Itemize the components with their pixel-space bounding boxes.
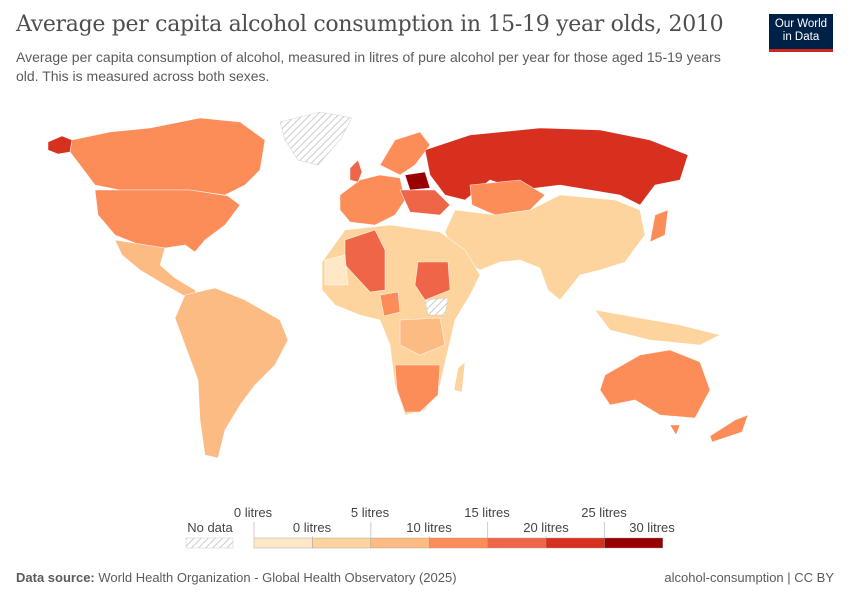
- world-map[interactable]: [0, 100, 850, 470]
- legend-tick-5: 5 litres: [350, 505, 390, 520]
- legend-tick-25: 25 litres: [581, 505, 627, 520]
- region-se-asia-islands[interactable]: [594, 309, 721, 346]
- legend-no-data-swatch[interactable]: [185, 537, 234, 549]
- subtitle: Average per capita consumption of alcoho…: [16, 49, 721, 84]
- country-greenland[interactable]: [279, 111, 353, 166]
- legend-tick-0-top: 0 litres: [233, 505, 273, 520]
- country-madagascar[interactable]: [453, 361, 466, 393]
- region-south-america[interactable]: [174, 287, 289, 459]
- legend-tick-30: 30 litres: [629, 520, 675, 535]
- country-alaska[interactable]: [47, 135, 73, 155]
- region-southern-africa[interactable]: [394, 364, 441, 413]
- legend-bin-4[interactable]: [487, 537, 547, 549]
- country-western-sahara[interactable]: [324, 254, 349, 286]
- source-link[interactable]: World Health Organization - Global Healt…: [98, 570, 457, 585]
- legend-bin-3[interactable]: [429, 537, 488, 549]
- country-canada[interactable]: [69, 117, 266, 196]
- legend-tick-10: 10 litres: [406, 520, 452, 535]
- region-central-africa[interactable]: [399, 317, 446, 356]
- legend-bin-0[interactable]: [253, 537, 313, 549]
- country-nigeria[interactable]: [379, 291, 401, 317]
- country-japan[interactable]: [649, 209, 669, 243]
- license[interactable]: alcohol-consumption | CC BY: [664, 570, 834, 585]
- legend-bin-6[interactable]: [604, 537, 664, 549]
- country-russia[interactable]: [424, 127, 689, 206]
- region-asia[interactable]: [444, 194, 646, 301]
- country-tasmania[interactable]: [669, 424, 681, 436]
- owid-logo[interactable]: Our World in Data: [769, 14, 833, 52]
- legend-no-data-label: No data: [187, 520, 233, 535]
- country-south-sudan-nodata[interactable]: [424, 297, 449, 316]
- legend-bin-1[interactable]: [312, 537, 371, 549]
- country-sudan[interactable]: [414, 261, 451, 301]
- source-label: Data source:: [16, 570, 95, 585]
- country-uk[interactable]: [349, 159, 363, 183]
- region-western-europe[interactable]: [339, 174, 406, 226]
- legend-tick-15: 15 litres: [464, 505, 510, 520]
- legend: No data 0 litres 5 litres 15 litres 25 l…: [0, 470, 850, 550]
- country-new-zealand[interactable]: [709, 414, 749, 443]
- legend-bin-2[interactable]: [370, 537, 430, 549]
- legend-bin-5[interactable]: [545, 537, 605, 549]
- legend-tick-0-bottom: 0 litres: [292, 520, 332, 535]
- country-belarus[interactable]: [404, 171, 431, 191]
- country-australia[interactable]: [599, 349, 711, 419]
- region-scandinavia[interactable]: [379, 131, 431, 176]
- region-eastern-europe[interactable]: [399, 189, 451, 216]
- country-usa[interactable]: [94, 189, 241, 253]
- page-title: Average per capita alcohol consumption i…: [16, 12, 724, 37]
- logo-text: Our World in Data: [774, 18, 828, 43]
- source-note: Data source: World Health Organization -…: [16, 570, 457, 585]
- legend-tick-20: 20 litres: [523, 520, 569, 535]
- region-mexico-central-america[interactable]: [114, 239, 201, 301]
